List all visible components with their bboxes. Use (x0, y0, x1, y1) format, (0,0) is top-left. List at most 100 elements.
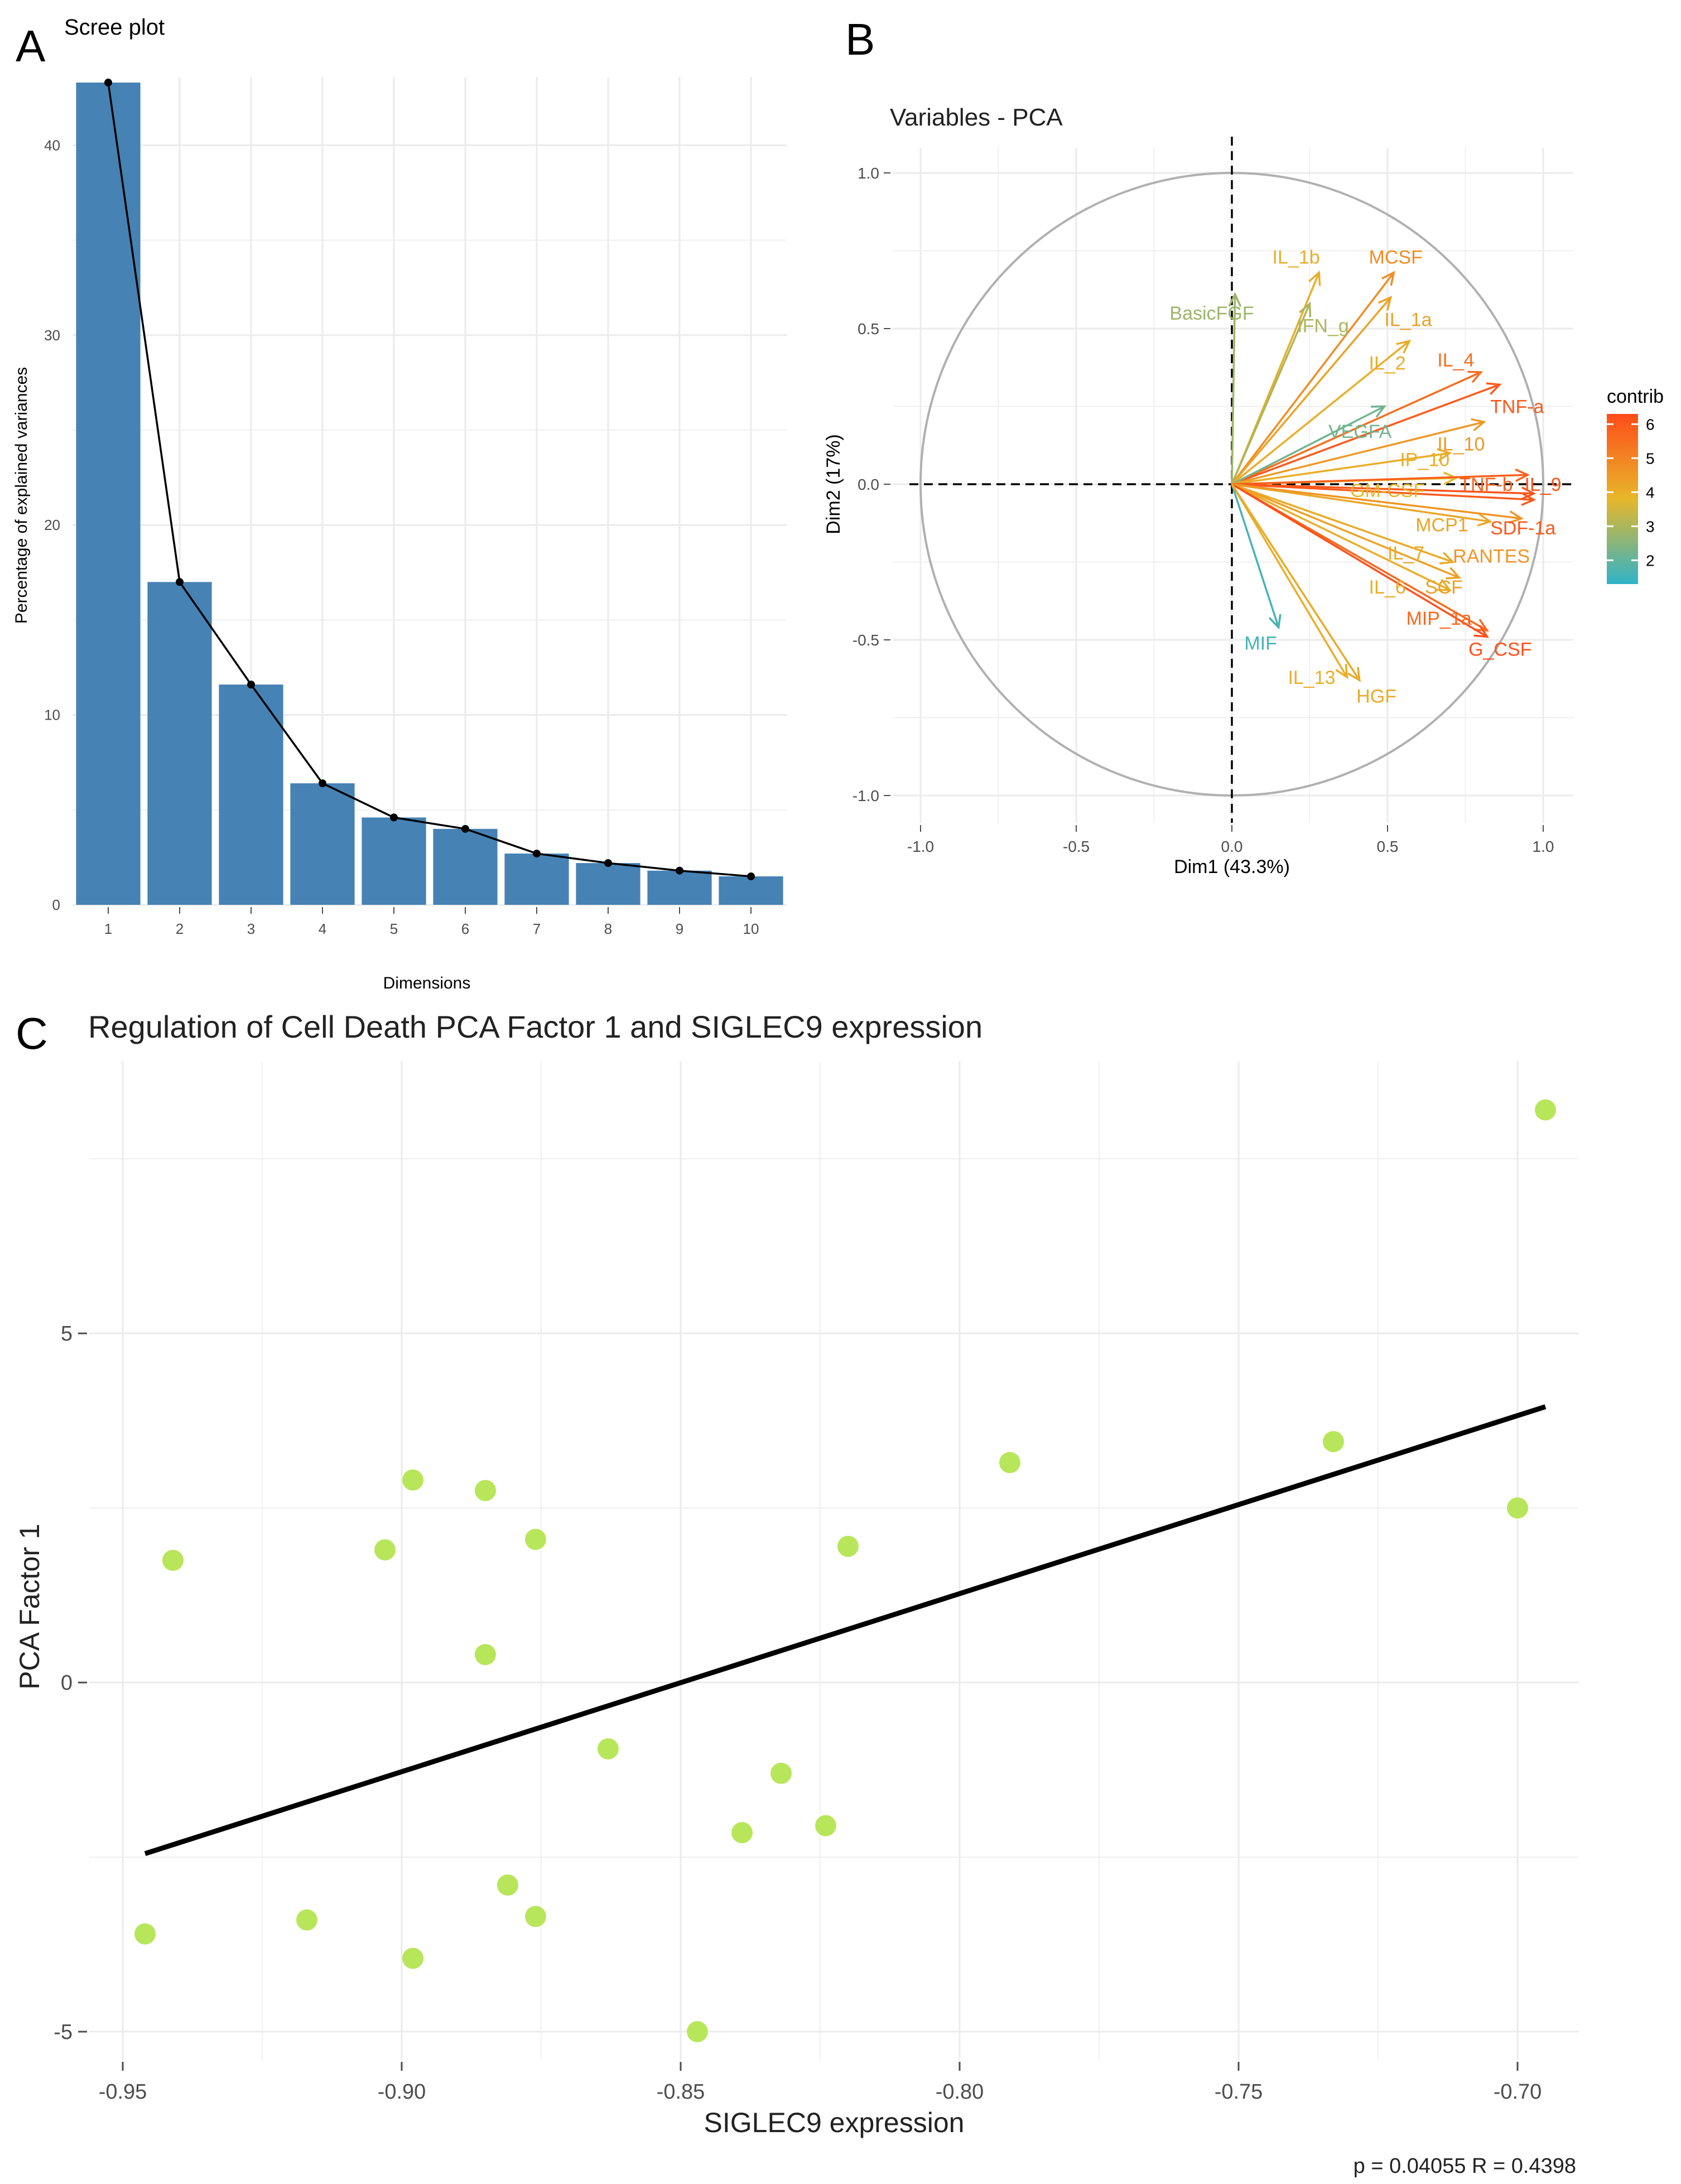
scree-x-tick-label: 2 (176, 920, 184, 937)
pca-arrow-hgf (1231, 484, 1361, 681)
pca-variable-label: TNF-b (1459, 474, 1513, 495)
pca-arrowhead (1381, 271, 1395, 286)
scree-x-tick-label: 10 (743, 920, 759, 937)
scree-x-tick-label: 5 (390, 920, 398, 937)
pca-gridlines (893, 148, 1573, 823)
regression-point (525, 1906, 546, 1927)
pca-x-tick-label: 0.5 (1377, 838, 1399, 855)
scree-point (747, 872, 755, 880)
contrib-legend-tick-label: 4 (1646, 484, 1655, 501)
scree-x-tick-label: 6 (461, 920, 469, 937)
pca-arrow-scf (1231, 483, 1460, 579)
pca-arrow-il-2 (1231, 340, 1410, 485)
regression-point (687, 2021, 708, 2042)
regression-point (1507, 1497, 1528, 1519)
regression-y-tick-label: 0 (61, 1671, 73, 1695)
scree-point (676, 866, 683, 875)
pca-variable-label: GM-CSF (1350, 480, 1425, 502)
pca-arrow-rantes (1231, 483, 1522, 520)
pca-title: Variables - PCA (890, 104, 1063, 131)
scree-x-tick-label: 7 (533, 920, 541, 937)
regression-point (598, 1738, 619, 1759)
pca-arrowhead (1477, 513, 1493, 527)
pca-arrowhead (1347, 667, 1361, 682)
pca-arrow-il-10 (1231, 421, 1485, 485)
pca-arrow-mcp1 (1231, 483, 1491, 523)
regression-point (815, 1815, 836, 1836)
pca-arrowhead (1228, 292, 1242, 307)
pca-variable-label: G_CSF (1468, 639, 1531, 660)
pca-arrowhead (1521, 486, 1536, 500)
contrib-legend: contrib 2 3 4 5 6 (1607, 386, 1664, 584)
scree-bar (290, 783, 355, 905)
pca-variable-label: RANTES (1453, 546, 1530, 567)
pca-y-tick-label: -0.5 (852, 631, 879, 649)
pca-y-tick-label: 1.0 (858, 165, 879, 182)
pca-variable-label: MIP_1a (1406, 608, 1471, 629)
pca-variable-arrows (1228, 270, 1536, 682)
pca-arrowhead (1508, 510, 1524, 524)
pca-variable-label: IL_10 (1437, 433, 1485, 455)
pca-variable-label: SCF (1425, 577, 1463, 598)
pca-arrowhead (1335, 663, 1348, 679)
pca-variable-label: TNF-a (1490, 397, 1544, 418)
regression-point (999, 1452, 1020, 1473)
regression-fit-line (144, 1404, 1547, 1857)
pca-arrow-vegfa (1231, 405, 1385, 485)
regression-title: Regulation of Cell Death PCA Factor 1 an… (88, 1009, 982, 1044)
pca-variable-label: IP_10 (1400, 449, 1449, 470)
scree-bars (76, 83, 783, 905)
pca-arrow-il-6 (1231, 483, 1451, 591)
pca-arrowhead (1396, 339, 1412, 354)
pca-x-axis-label: Dim1 (43.3%) (1174, 856, 1290, 878)
pca-variable-label: IL_7 (1388, 543, 1424, 564)
contrib-legend-tick-label: 6 (1646, 416, 1655, 433)
scree-x-ticks: 1 2 3 4 5 6 7 8 9 10 (104, 907, 759, 937)
pca-x-tick-label: -0.5 (1063, 838, 1090, 855)
scree-point (176, 578, 184, 586)
scree-bar (147, 582, 212, 905)
regression-point (1323, 1431, 1344, 1453)
pca-variable-label: VEGFA (1328, 421, 1392, 442)
regression-x-tick-label: -0.85 (657, 2080, 705, 2104)
pca-variable-label: IFN_g (1297, 315, 1349, 336)
pca-variable-label: IL_9 (1525, 474, 1562, 495)
regression-point (374, 1539, 396, 1561)
regression-x-axis-label: SIGLEC9 expression (704, 2107, 965, 2138)
pca-variable-label: HGF (1356, 686, 1396, 707)
regression-x-tick-label: -0.70 (1494, 2080, 1542, 2104)
panel-c: C Regulation of Cell Death PCA Factor 1 … (14, 1009, 1579, 2178)
scree-y-ticks: 0 10 20 30 40 (44, 137, 60, 913)
regression-point (475, 1479, 496, 1501)
scree-bar (719, 876, 783, 905)
pca-arrow-ifn-g (1231, 303, 1311, 485)
pca-y-tick-label: -1.0 (852, 787, 879, 804)
scree-x-tick-label: 8 (604, 920, 612, 937)
pca-arrowhead (1473, 625, 1490, 638)
pca-arrow-mcsf (1231, 272, 1395, 485)
pca-x-tick-label: -1.0 (907, 838, 934, 855)
pca-variable-label: MCP1 (1415, 515, 1468, 536)
pca-arrow-basicfgf (1231, 294, 1236, 485)
panel-b-letter: B (845, 15, 875, 64)
pca-arrowhead (1437, 448, 1452, 462)
scree-x-tick-label: 9 (676, 920, 683, 937)
pca-arrowhead (1377, 296, 1393, 311)
pca-arrowhead (1515, 468, 1530, 482)
scree-x-tick-label: 4 (319, 920, 326, 937)
pca-variable-label: IL_2 (1369, 353, 1406, 374)
scree-point (604, 859, 612, 867)
pca-arrow-sdf-1a (1231, 483, 1534, 501)
regression-x-ticks: -0.95 -0.90 -0.85 -0.80 -0.75 -0.70 (99, 2062, 1542, 2104)
scree-y-tick-label: 20 (44, 517, 60, 533)
scree-plot-title: Scree plot (64, 15, 165, 40)
regression-x-tick-label: -0.80 (936, 2080, 984, 2104)
scree-point (461, 825, 469, 833)
scree-bar (219, 684, 283, 905)
regression-gridlines (89, 1061, 1579, 2060)
pca-variable-label: MIF (1244, 633, 1277, 654)
regression-point (296, 1909, 317, 1931)
panel-b: B Variables - PCA BasicFGF IL_1b MCSF IFN_g… (823, 15, 1664, 878)
scree-bar (76, 83, 141, 905)
